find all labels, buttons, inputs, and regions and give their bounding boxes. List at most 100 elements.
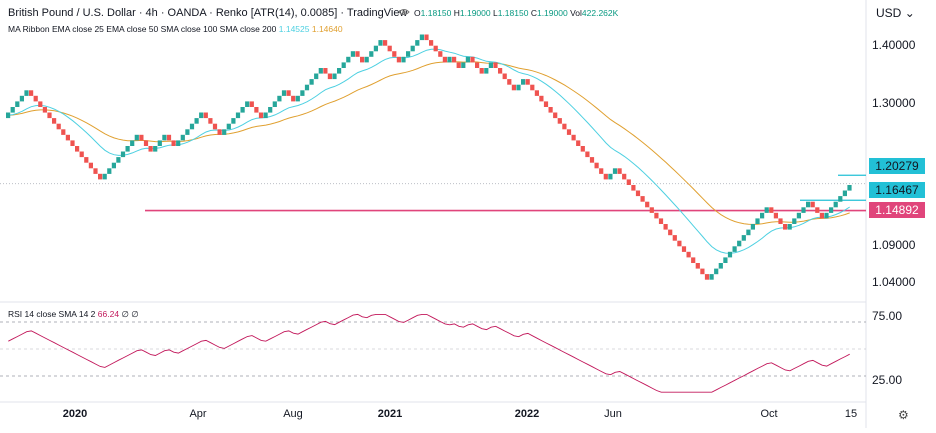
renko-brick-down <box>562 123 567 130</box>
renko-brick-down <box>511 84 516 91</box>
rsi-legend[interactable]: RSI 14 close SMA 14 2 66.24 ∅ ∅ <box>8 309 139 320</box>
renko-brick-down <box>360 56 365 63</box>
renko-brick-up <box>718 263 723 269</box>
currency-selector[interactable]: USD ⌄ <box>876 6 915 20</box>
renko-brick-up <box>231 118 236 124</box>
renko-brick-up <box>235 112 241 119</box>
renko-brick-down <box>686 251 691 258</box>
price-label-1-40: 1.40000 <box>872 38 916 52</box>
renko-brick-down <box>668 229 673 236</box>
renko-brick-down <box>691 257 696 263</box>
ma-value-1: 1.14525 <box>278 24 310 34</box>
renko-brick-down <box>493 62 498 68</box>
renko-brick-down <box>640 196 645 202</box>
renko-brick-down <box>773 212 778 219</box>
price-tag-1-14892: 1.14892 <box>869 202 925 218</box>
renko-brick-down <box>548 107 553 113</box>
open-label: O <box>414 8 421 18</box>
renko-brick-up <box>10 107 15 113</box>
time-label-15: 15 <box>844 408 858 420</box>
renko-brick-up <box>364 56 369 63</box>
time-label-oct: Oct <box>760 408 778 420</box>
renko-brick-up <box>341 62 346 68</box>
renko-brick-down <box>79 151 84 158</box>
renko-brick-down <box>663 224 668 230</box>
renko-brick-up <box>245 101 250 107</box>
renko-brick-up <box>318 68 323 74</box>
renko-brick-down <box>507 79 512 85</box>
renko-brick-up <box>760 212 765 219</box>
renko-brick-down <box>38 101 43 107</box>
renko-brick-down <box>212 123 218 130</box>
renko-brick-down <box>387 45 392 52</box>
symbol-title: British Pound / U.S. Dollar · 4h · OANDA… <box>8 7 408 19</box>
renko-brick-down <box>323 68 328 74</box>
renko-brick-up <box>153 146 158 152</box>
renko-brick-up <box>314 73 319 80</box>
renko-brick-down <box>502 73 507 80</box>
renko-brick-up <box>746 229 751 236</box>
rsi-axis-75: 75.00 <box>872 309 903 323</box>
renko-brick-down <box>383 40 388 46</box>
time-label-apr: Apr <box>189 408 207 420</box>
renko-brick-down <box>539 95 544 102</box>
renko-brick-up <box>277 95 282 102</box>
renko-brick-down <box>84 157 89 163</box>
renko-brick-up <box>199 112 204 119</box>
renko-brick-up <box>415 40 420 46</box>
renko-brick-down <box>171 140 176 146</box>
open-value: 1.18150 <box>420 8 452 18</box>
price-label-1-04: 1.04000 <box>872 275 916 289</box>
renko-brick-up <box>15 101 20 107</box>
renko-brick-down <box>429 40 434 46</box>
renko-brick-up <box>792 218 797 224</box>
time-label-2022: 2022 <box>514 408 540 420</box>
renko-brick-down <box>203 112 208 119</box>
renko-brick-down <box>617 168 622 174</box>
renko-brick-up <box>750 224 755 230</box>
ma-value-2: 1.14640 <box>311 24 343 34</box>
eye-icon[interactable] <box>398 7 410 17</box>
renko-brick-down <box>658 218 664 224</box>
renko-brick-up <box>406 51 411 57</box>
renko-brick-down <box>56 123 61 130</box>
renko-brick-up <box>521 79 526 85</box>
ma-ribbon-legend[interactable]: MA Ribbon EMA close 25 EMA close 50 SMA … <box>8 24 343 34</box>
renko-brick-up <box>373 45 378 52</box>
renko-brick-up <box>130 140 135 146</box>
gear-icon[interactable]: ⚙ <box>898 408 909 422</box>
renko-brick-up <box>189 123 195 130</box>
renko-brick-up <box>787 224 792 230</box>
renko-brick-up <box>484 68 489 74</box>
renko-brick-down <box>355 51 360 57</box>
renko-brick-up <box>180 134 185 141</box>
time-label-2021: 2021 <box>377 408 403 420</box>
renko-brick-down <box>677 240 682 247</box>
renko-brick-down <box>475 62 480 68</box>
renko-brick-up <box>111 162 116 169</box>
renko-brick-down <box>291 95 296 102</box>
renko-brick-down <box>603 173 608 180</box>
renko-brick-up <box>833 201 838 208</box>
rsi-value: 66.24 <box>97 309 120 319</box>
renko-brick-up <box>714 268 719 275</box>
renko-brick-up <box>162 134 167 141</box>
renko-brick-down <box>42 107 47 113</box>
renko-brick-up <box>185 129 190 135</box>
renko-brick-down <box>566 129 572 135</box>
renko-brick-up <box>19 95 24 102</box>
renko-brick-up <box>755 218 760 224</box>
renko-brick-up <box>222 129 227 135</box>
renko-brick-down <box>576 140 581 146</box>
renko-brick-down <box>392 51 397 57</box>
ema-slow-line <box>8 61 850 225</box>
price-tag-1-20279: 1.20279 <box>869 158 925 174</box>
price-tag-1-16467: 1.16467 <box>869 182 925 198</box>
renko-brick-up <box>300 90 305 96</box>
renko-brick-down <box>681 246 687 252</box>
renko-brick-down <box>700 268 705 275</box>
renko-brick-down <box>396 56 401 63</box>
renko-brick-up <box>709 274 714 280</box>
